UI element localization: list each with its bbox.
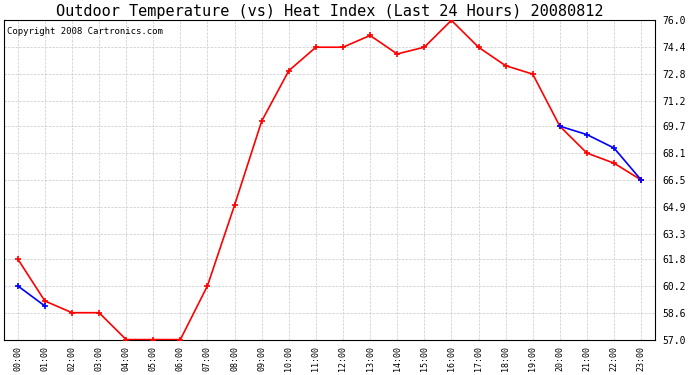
Title: Outdoor Temperature (vs) Heat Index (Last 24 Hours) 20080812: Outdoor Temperature (vs) Heat Index (Las… [56,4,603,19]
Text: Copyright 2008 Cartronics.com: Copyright 2008 Cartronics.com [8,27,164,36]
